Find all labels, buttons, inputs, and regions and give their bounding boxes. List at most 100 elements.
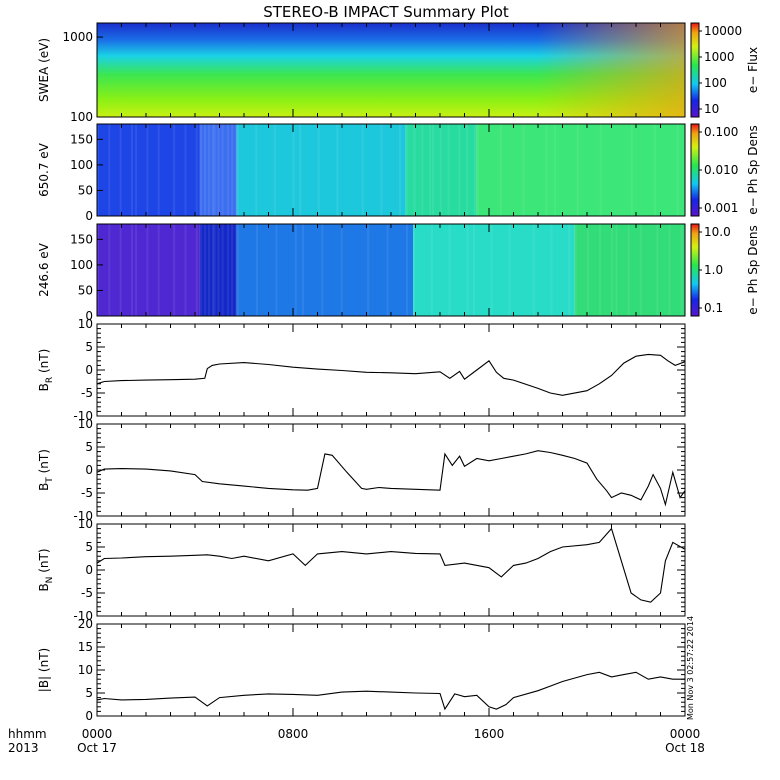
pad-246-streak <box>568 224 571 316</box>
bn-ytick-label: -10 <box>73 609 93 623</box>
pad-650-streak <box>499 124 502 216</box>
bn-ytick-label: 10 <box>78 517 93 531</box>
pad-650-ytick-label: 150 <box>70 132 93 146</box>
pad-650-colorbar-tick-label: 0.100 <box>704 125 738 139</box>
pad-246-streak <box>656 224 659 316</box>
pad-246-streak <box>490 224 493 316</box>
bn-ylabel-part: N <box>45 577 55 584</box>
pad-246-segment <box>236 224 414 316</box>
pad-246-streak <box>508 224 511 316</box>
bn-ytick-label: 5 <box>85 540 93 554</box>
pad-650-streak <box>653 124 656 216</box>
bmag-ytick-label: 5 <box>85 686 93 700</box>
pad-246-streak <box>130 224 133 316</box>
pad-650-streak <box>676 124 679 216</box>
pad-246-ytick-label: 0 <box>85 309 93 323</box>
swea-ytick-label: 100 <box>70 110 93 124</box>
timestamp-label: Mon Nov 3 02:57:22 2014 <box>686 616 695 720</box>
pad-246-streak <box>386 224 389 316</box>
pad-246-segment <box>574 224 685 316</box>
pad-246-colorbar-tick-label: 10.0 <box>704 225 731 239</box>
pad-650-streak <box>413 124 416 216</box>
bmag-ytick-label: 10 <box>78 663 93 677</box>
pad-246-streak <box>221 224 224 316</box>
pad-246-streak <box>586 224 589 316</box>
pad-650-colorbar <box>690 123 700 217</box>
pad-246-streak <box>256 224 259 316</box>
pad-650-streak <box>553 124 556 216</box>
pad-650-streak <box>466 124 469 216</box>
pad-650-streak <box>299 124 302 216</box>
pad-650-streak <box>630 124 633 216</box>
pad-650-streak <box>195 124 198 216</box>
time-axis-row1-label-1: 0000 <box>82 727 113 741</box>
pad-650-streak <box>545 124 548 216</box>
swea-colorbar-label: e− Flux <box>746 47 760 93</box>
pad-246-streak <box>639 224 642 316</box>
swea-colorbar-tick-label: 1000 <box>704 50 735 64</box>
pad-650-streak <box>476 124 479 216</box>
bn-frame <box>96 523 686 617</box>
pad-650-streak <box>336 124 339 216</box>
pad-650-streak <box>405 124 408 216</box>
pad-246-streak <box>97 224 99 316</box>
br-ylabel-part: (nT) <box>37 349 51 377</box>
pad-246-ytick-label: 50 <box>78 283 93 297</box>
pad-650-streak <box>184 124 187 216</box>
bmag-series-line <box>96 671 685 711</box>
pad-246-streak <box>236 224 239 316</box>
pad-650-streak <box>292 124 295 216</box>
swea-spectrogram-flux-enhancement <box>97 23 685 117</box>
pad-246-streak <box>680 224 683 316</box>
pad-650-streak <box>135 124 138 216</box>
bt-ylabel-part: T <box>45 477 55 484</box>
br-ytick-label: -5 <box>81 386 93 400</box>
pad-246-streak <box>574 224 577 316</box>
pad-246-streak <box>405 224 408 316</box>
pad-650-ytick-label: 0 <box>85 209 93 223</box>
bmag-ylabel: |B| (nT) <box>37 648 51 692</box>
pad-650-streak <box>221 124 224 216</box>
pad-246-segment <box>97 224 200 316</box>
pad-650-streak <box>522 124 525 216</box>
time-axis-row1-label-4: 0000 <box>670 727 701 741</box>
swea-colorbar-tick-label: 100 <box>704 76 727 90</box>
pad-246-streak <box>321 224 324 316</box>
plot-title: STEREO-B IMPACT Summary Plot <box>263 3 509 21</box>
pad-246-segment <box>413 224 575 316</box>
pad-246-colorbar-tick-label: 1.0 <box>704 263 723 277</box>
bt-ylabel-part: (nT) <box>37 449 51 477</box>
pad-650-streak <box>421 124 424 216</box>
pad-650-segment <box>199 124 237 216</box>
bn-ytick-label: -5 <box>81 586 93 600</box>
pad-246-streak <box>119 224 122 316</box>
pad-246-streak <box>627 224 630 316</box>
time-axis-row2-label-2: Oct 18 <box>665 741 705 755</box>
pad-246-streak <box>413 224 416 316</box>
pad-246-streak <box>275 224 278 316</box>
bt-ytick-label: -5 <box>81 486 93 500</box>
swea-colorbar-tick-label: 10000 <box>704 24 742 38</box>
br-frame <box>96 323 686 417</box>
pad-246-streak <box>108 224 111 316</box>
pad-650-streak <box>203 124 206 216</box>
pad-650-ylabel: 650.7 eV <box>37 142 51 197</box>
bn-series-line <box>96 527 686 603</box>
bt-ytick-label: 0 <box>85 463 93 477</box>
pad-650-segment <box>476 124 685 216</box>
bt-series-line <box>96 450 686 507</box>
bn-ylabel-part: (nT) <box>37 548 51 576</box>
pad-650-segment <box>97 124 200 216</box>
time-axis-row2-label-1: Oct 17 <box>77 741 117 755</box>
swea-ylabel: SWEA (eV) <box>37 38 51 102</box>
pad-650-streak <box>458 124 461 216</box>
time-axis-row2-label-0: 2013 <box>8 741 39 755</box>
pad-246-streak <box>448 224 451 316</box>
pad-246-streak <box>227 224 230 316</box>
pad-246-streak <box>294 224 297 316</box>
pad-650-streak <box>119 124 122 216</box>
pad-246-streak <box>235 224 238 316</box>
pad-246-streak <box>231 224 234 316</box>
pad-650-streak <box>439 124 442 216</box>
